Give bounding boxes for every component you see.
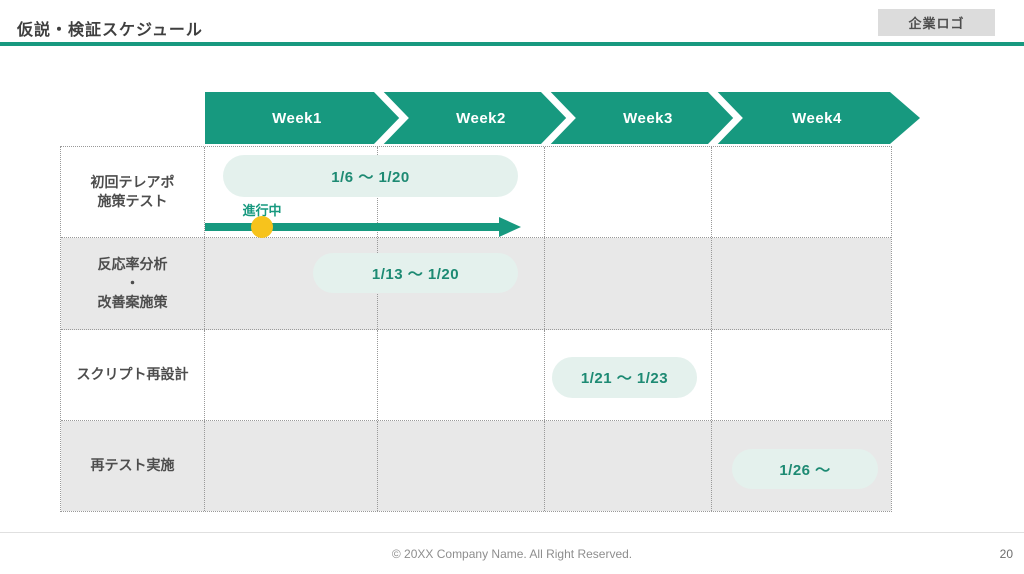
week-band-shape	[205, 92, 920, 144]
schedule-cell	[545, 329, 712, 420]
chevron-separator-icon	[373, 92, 409, 144]
chevron-separator-icon	[540, 92, 576, 144]
footer-divider	[0, 532, 1024, 533]
period-pill: 1/13 〜 1/20	[313, 253, 518, 293]
task-label-line: 再テスト実施	[90, 457, 175, 474]
week-header-4: Week4	[792, 109, 842, 127]
schedule-cell	[712, 238, 891, 328]
week-header-2: Week2	[456, 109, 506, 127]
progress-arrow	[205, 216, 521, 238]
task-label: スクリプト再設計	[61, 329, 205, 420]
chevron-separator-icon	[707, 92, 743, 144]
schedule-cell	[205, 329, 378, 420]
footer-copyright: © 20XX Company Name. All Right Reserved.	[391, 547, 633, 561]
arrowhead-icon	[499, 217, 521, 237]
schedule-cell	[205, 420, 378, 511]
schedule-cell	[378, 329, 545, 420]
week-header-band	[205, 92, 920, 144]
schedule-cell	[545, 238, 712, 329]
title-underline	[0, 42, 1024, 46]
page-title: 仮説・検証スケジュール	[17, 22, 203, 39]
task-label-line: 改善案施策	[97, 293, 168, 310]
schedule-cell	[545, 420, 712, 511]
schedule-cell	[712, 330, 891, 420]
company-logo-placeholder: 企業ロゴ	[878, 9, 995, 36]
schedule-cell	[545, 147, 712, 238]
progress-dot-icon	[251, 216, 273, 238]
task-label-line: 反応率分析	[97, 256, 168, 273]
page-number: 20	[999, 547, 1013, 561]
table-row: スクリプト再設計	[61, 329, 891, 421]
schedule-cell	[378, 238, 545, 329]
task-label-line: 初回テレアポ	[90, 174, 175, 191]
task-label-line: 施策テスト	[97, 193, 168, 210]
progress-status-label: 進行中	[242, 203, 282, 218]
period-pill: 1/26 〜	[732, 449, 878, 489]
company-logo-label: 企業ロゴ	[908, 16, 965, 31]
schedule-cell	[378, 420, 545, 511]
task-label-line: スクリプト再設計	[76, 366, 189, 383]
schedule-cell	[378, 147, 545, 238]
task-label: 初回テレアポ 施策テスト	[61, 147, 205, 238]
task-label: 再テスト実施	[61, 420, 205, 511]
week-header-3: Week3	[623, 109, 673, 127]
period-pill: 1/21 〜 1/23	[552, 357, 697, 398]
task-label-line: ・	[125, 274, 140, 291]
task-label: 反応率分析 ・ 改善案施策	[61, 238, 205, 329]
schedule-cell	[712, 147, 891, 237]
week-header-1: Week1	[272, 109, 322, 127]
period-pill: 1/6 〜 1/20	[223, 155, 518, 197]
